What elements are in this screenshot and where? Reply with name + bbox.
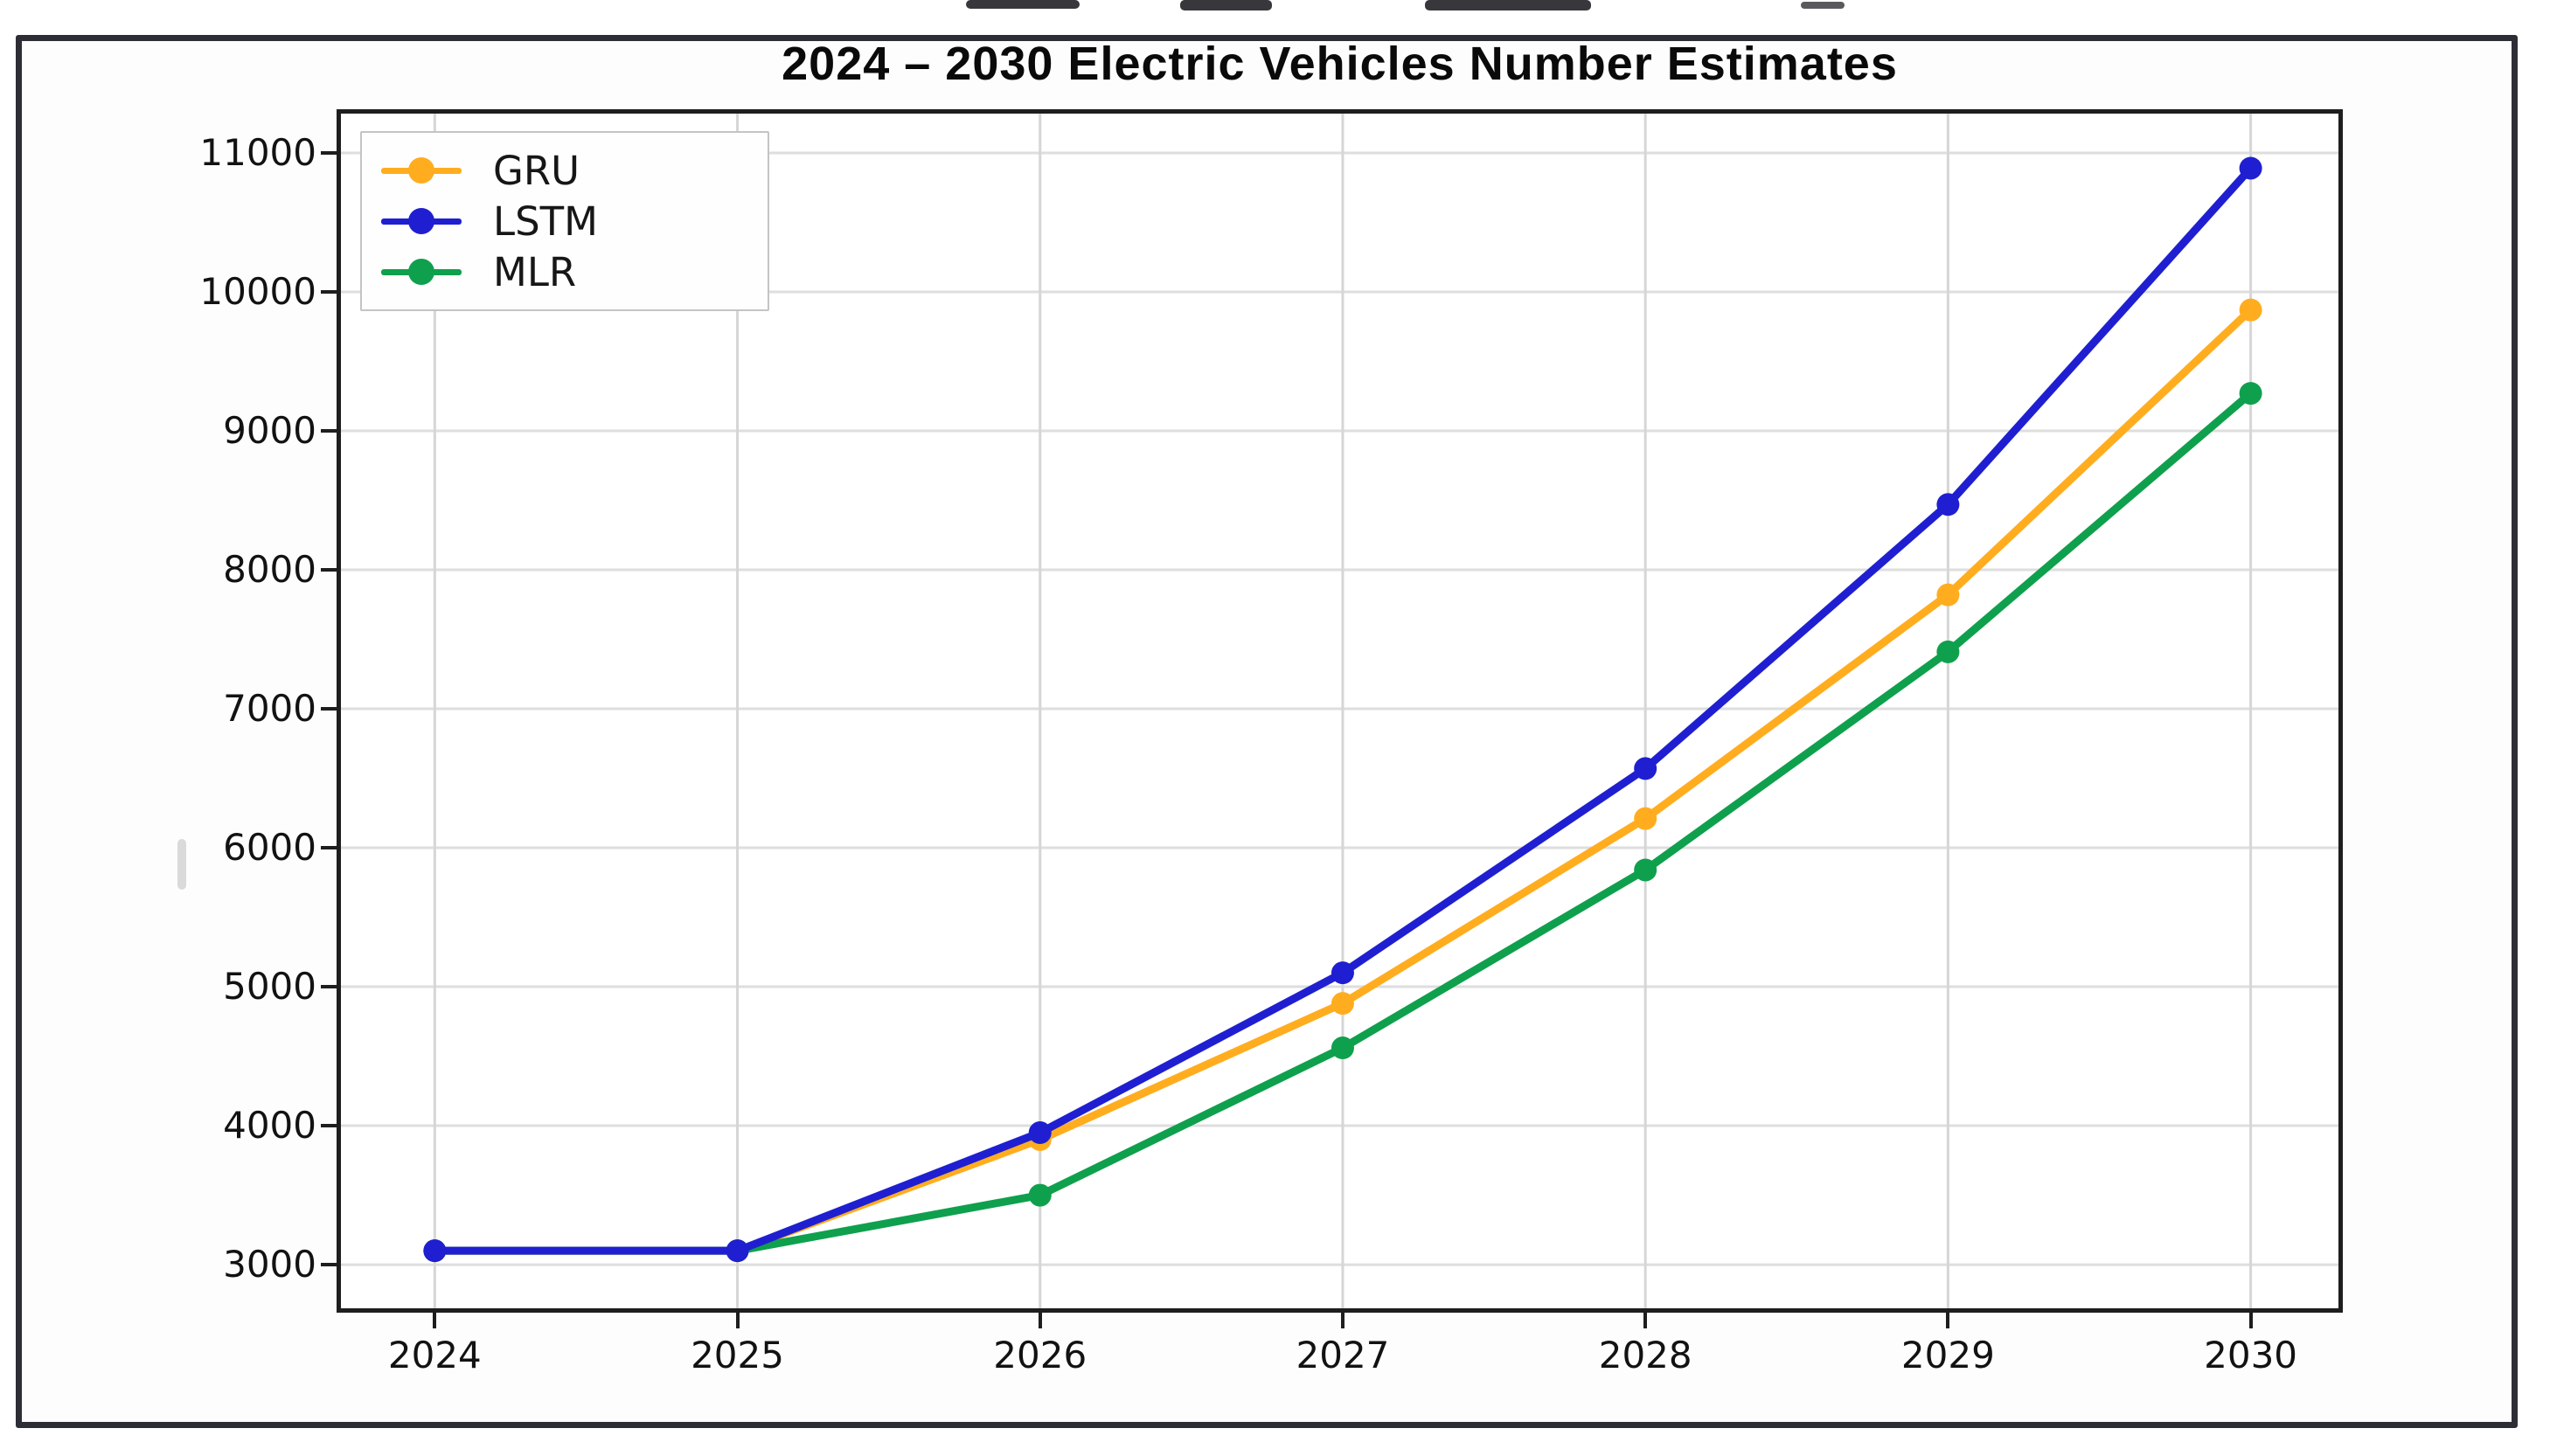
y-tick-mark	[321, 568, 337, 572]
data-point-lstm	[1028, 1121, 1052, 1145]
data-point-mlr	[1634, 858, 1657, 882]
y-tick-label: 6000	[223, 826, 316, 870]
data-point-lstm	[726, 1239, 749, 1263]
data-point-mlr	[2239, 382, 2262, 406]
y-tick-mark	[321, 1263, 337, 1267]
data-point-lstm	[423, 1239, 447, 1263]
chart-title: 2024 – 2030 Electric Vehicles Number Est…	[782, 38, 1898, 90]
legend-marker-icon	[381, 258, 462, 286]
y-tick-label: 4000	[223, 1104, 316, 1147]
legend-entry-gru: GRU	[381, 145, 750, 196]
y-tick-label: 9000	[223, 409, 316, 453]
data-point-gru	[1331, 992, 1354, 1016]
legend-label: LSTM	[493, 198, 598, 245]
y-tick-mark	[321, 985, 337, 989]
x-tick-mark	[2248, 1313, 2253, 1328]
data-point-mlr	[1331, 1037, 1354, 1060]
x-tick-label: 2029	[1900, 1334, 1995, 1376]
y-tick-mark	[321, 290, 337, 294]
y-tick-mark	[321, 150, 337, 155]
x-tick-mark	[1643, 1313, 1648, 1328]
y-tick-mark	[321, 1124, 337, 1128]
data-point-lstm	[1634, 757, 1657, 780]
y-tick-label: 8000	[223, 548, 316, 592]
y-tick-label: 11000	[199, 130, 316, 174]
x-tick-mark	[1946, 1313, 1950, 1328]
x-tick-mark	[735, 1313, 740, 1328]
data-point-lstm	[1331, 961, 1354, 985]
y-tick-mark	[321, 429, 337, 433]
legend-label: GRU	[493, 147, 580, 194]
data-point-mlr	[1028, 1183, 1052, 1207]
y-tick-label: 7000	[223, 687, 316, 731]
legend-entry-mlr: MLR	[381, 246, 750, 297]
legend-marker-icon	[381, 207, 462, 235]
chart-canvas	[341, 114, 2338, 1308]
data-point-mlr	[1936, 640, 1960, 663]
data-point-lstm	[2239, 156, 2262, 180]
legend-entry-lstm: LSTM	[381, 196, 750, 246]
y-tick-label: 3000	[223, 1243, 316, 1286]
legend-label: MLR	[493, 248, 577, 295]
data-point-gru	[1634, 807, 1657, 830]
y-tick-label: 5000	[223, 965, 316, 1009]
x-tick-label: 2026	[993, 1334, 1087, 1376]
data-point-gru	[1936, 583, 1960, 607]
x-tick-mark	[433, 1313, 437, 1328]
y-tick-mark	[321, 707, 337, 711]
legend: GRU LSTM MLR	[360, 131, 769, 311]
y-tick-mark	[321, 846, 337, 850]
x-tick-label: 2030	[2204, 1334, 2298, 1376]
x-tick-label: 2028	[1598, 1334, 1692, 1376]
x-tick-label: 2027	[1296, 1334, 1390, 1376]
x-tick-label: 2025	[691, 1334, 784, 1376]
y-tick-label: 10000	[199, 270, 316, 313]
x-tick-mark	[1038, 1313, 1042, 1328]
x-tick-label: 2024	[387, 1334, 482, 1376]
x-tick-mark	[1340, 1313, 1344, 1328]
legend-marker-icon	[381, 156, 462, 184]
data-point-gru	[2239, 298, 2262, 322]
data-point-lstm	[1936, 493, 1960, 517]
